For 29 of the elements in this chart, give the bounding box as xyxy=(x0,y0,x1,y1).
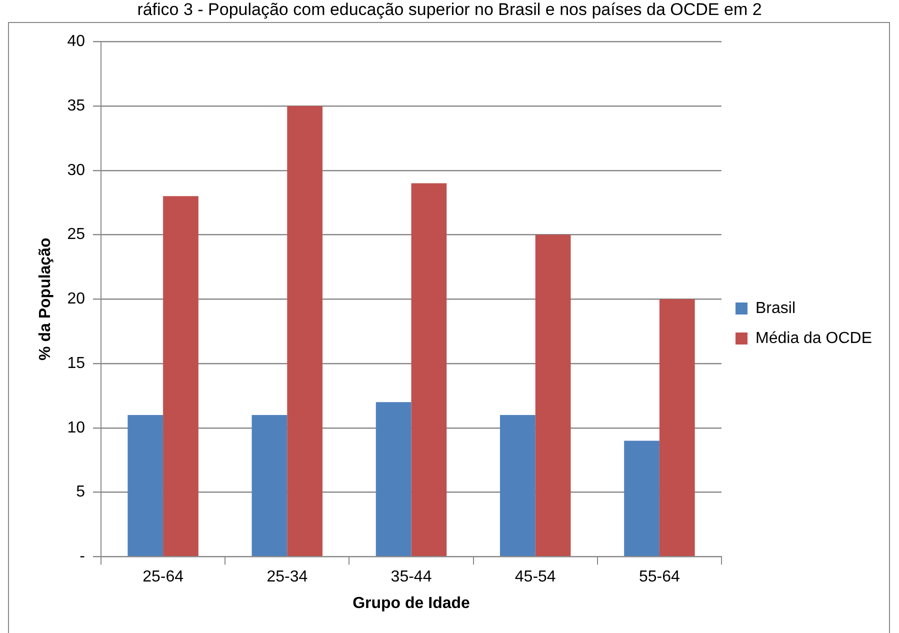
y-tick-label: - xyxy=(80,548,85,566)
bar xyxy=(500,414,536,556)
y-tick-label: 10 xyxy=(67,419,86,436)
bar xyxy=(287,106,323,556)
y-tick-label: 5 xyxy=(76,484,86,501)
legend-label: Média da OCDE xyxy=(756,330,872,347)
y-tick-label: 40 xyxy=(67,33,86,50)
legend-label: Brasil xyxy=(756,300,796,317)
y-tick-label: 20 xyxy=(67,290,86,308)
bar xyxy=(376,402,412,556)
y-tick-label: 30 xyxy=(67,162,86,179)
y-tick-label: 35 xyxy=(67,97,86,114)
bar xyxy=(535,234,571,556)
y-tick-label: 25 xyxy=(67,226,86,244)
x-axis-title: Grupo de Idade xyxy=(352,594,470,612)
bar xyxy=(163,196,198,556)
y-axis-title: % da População xyxy=(37,238,54,360)
bar xyxy=(128,414,164,556)
x-tick-label: 45-54 xyxy=(514,568,556,586)
bar xyxy=(252,414,288,556)
bar xyxy=(411,183,447,556)
bar xyxy=(659,299,695,556)
x-tick-label: 55-64 xyxy=(638,568,680,586)
bar xyxy=(624,440,660,556)
x-tick-label: 25-64 xyxy=(142,568,184,586)
x-tick-label: 25-34 xyxy=(266,568,308,586)
chart-title: ráfico 3 - População com educação superior no Brasil e nos países da OCDE em 2 xyxy=(136,0,763,20)
y-tick-label: 15 xyxy=(67,354,86,372)
x-tick-label: 35-44 xyxy=(390,568,432,586)
